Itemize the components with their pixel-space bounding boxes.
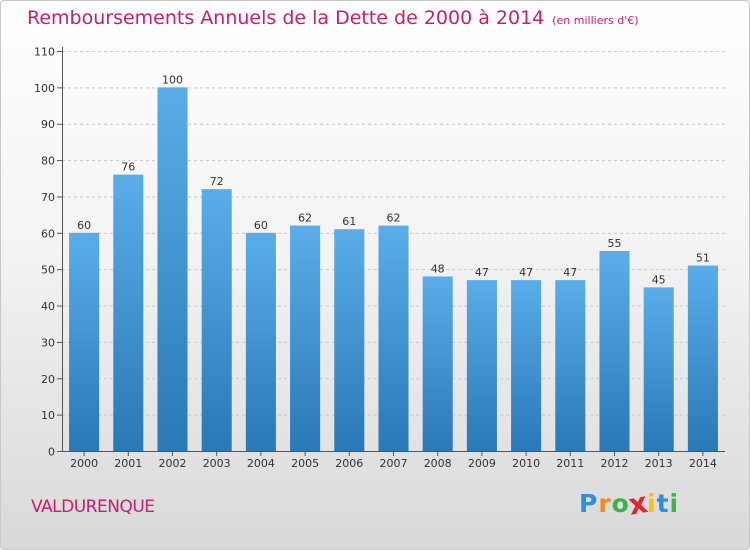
bar-2003 <box>201 189 232 451</box>
bar-2012 <box>599 251 630 451</box>
bar-2001 <box>113 174 144 452</box>
logo-letter: i <box>647 489 657 518</box>
axes: 0 10 20 30 40 50 60 70 80 90 100 110 2000 2001 2002 200… <box>34 46 725 470</box>
bar-2006 <box>334 229 365 451</box>
chart-title: Remboursements Annuels de la Dette de 20… <box>27 7 639 29</box>
bar-2002 <box>157 87 188 451</box>
commune-name: VALDURENQUE <box>31 497 155 517</box>
chart-unit: (en milliers d'€) <box>552 14 639 27</box>
value-label: 62 <box>387 212 401 225</box>
value-label: 60 <box>254 219 268 232</box>
bars: 60 76 100 72 60 62 61 62 48 47 47 47 55 45 51 <box>69 73 718 452</box>
y-tick-label: 60 <box>41 227 55 240</box>
value-label: 72 <box>210 175 224 188</box>
bar-2011 <box>555 280 586 451</box>
x-tick-label: 2010 <box>512 457 540 470</box>
bar-2000 <box>69 232 100 451</box>
value-label: 45 <box>652 273 666 286</box>
y-tick-label: 80 <box>41 155 55 168</box>
bar-2014 <box>687 265 718 451</box>
x-tick-label: 2012 <box>601 457 629 470</box>
y-tick-label: 30 <box>41 336 55 349</box>
y-tick-label: 50 <box>41 264 55 277</box>
value-label: 55 <box>608 237 622 250</box>
x-tick-label: 2009 <box>468 457 496 470</box>
x-tick-label: 2013 <box>645 457 673 470</box>
bar-2013 <box>643 287 674 451</box>
x-tick-label: 2004 <box>247 457 275 470</box>
bar-2010 <box>511 280 542 451</box>
y-tick-label: 40 <box>41 300 55 313</box>
y-tick-label: 0 <box>48 446 55 459</box>
value-label: 47 <box>475 266 489 279</box>
y-tick-label: 100 <box>34 82 55 95</box>
logo-letter: o <box>611 489 630 518</box>
value-label: 62 <box>298 212 312 225</box>
logo-letter: t <box>656 489 670 518</box>
x-tick-label: 2007 <box>380 457 408 470</box>
logo-letter: i <box>669 489 680 518</box>
x-tick-label: 2002 <box>159 457 187 470</box>
x-tick-label: 2001 <box>114 457 142 470</box>
y-tick-label: 110 <box>34 46 55 59</box>
logo-letter: r <box>598 489 612 518</box>
x-tick-label: 2008 <box>424 457 452 470</box>
y-tick-label: 90 <box>41 118 55 131</box>
value-label: 47 <box>563 266 577 279</box>
x-tick-label: 2003 <box>203 457 231 470</box>
y-tick-label: 20 <box>41 373 55 386</box>
bar-2007 <box>378 225 409 451</box>
bar-2005 <box>290 225 321 451</box>
y-tick-label: 70 <box>41 191 55 204</box>
logo-letter: P <box>579 489 599 518</box>
x-tick-label: 2011 <box>556 457 584 470</box>
x-tick-label: 2000 <box>70 457 98 470</box>
value-label: 51 <box>696 252 710 265</box>
x-tick-label: 2014 <box>689 457 717 470</box>
bar-2009 <box>466 280 497 451</box>
chart-title-text: Remboursements Annuels de la Dette de 20… <box>27 7 545 29</box>
value-label: 48 <box>431 262 445 275</box>
x-tick-label: 2005 <box>291 457 319 470</box>
bar-2008 <box>422 276 453 451</box>
proxiti-logo: Proxiti <box>579 485 680 521</box>
y-tick-label: 10 <box>41 409 55 422</box>
value-label: 100 <box>162 73 183 86</box>
x-tick-label: 2006 <box>335 457 363 470</box>
bar-2004 <box>245 232 276 451</box>
value-label: 60 <box>77 219 91 232</box>
value-label: 47 <box>519 266 533 279</box>
value-label: 76 <box>121 161 135 174</box>
value-label: 61 <box>342 215 356 228</box>
